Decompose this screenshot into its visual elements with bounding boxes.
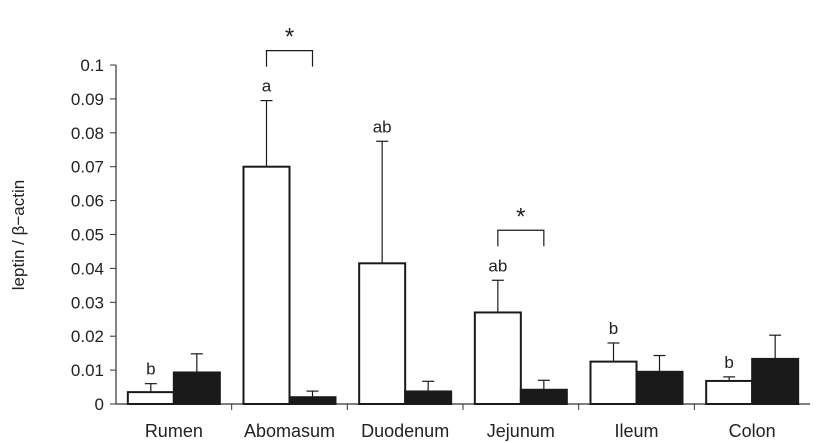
y-tick-label: 0.04 [71, 259, 104, 278]
bar-colon-s1 [705, 379, 754, 405]
bar-abomasum-s1 [242, 165, 291, 405]
x-tick-label: Abomasum [244, 421, 335, 441]
x-tick-label: Jejunum [487, 421, 555, 441]
significance-star: * [516, 203, 525, 230]
significance-letter: b [609, 319, 618, 338]
axes: 0 0.01 0.02 0.03 0.04 0.05 0.06 0.07 0.08 0.09 0.1 [71, 56, 810, 414]
bars-group [126, 99, 800, 406]
bar-abomasum-s2 [288, 396, 337, 406]
bar-rumen-s2 [172, 371, 221, 405]
y-axis-label: leptin / β−actin [9, 180, 28, 290]
significance-bracket [265, 49, 314, 67]
y-tick-label: 0.06 [71, 192, 104, 211]
significance-star: * [285, 24, 294, 51]
bar-jejunum-s1 [473, 311, 522, 405]
x-tick-label: Duodenum [361, 421, 449, 441]
bar-jejunum-s2 [519, 388, 568, 405]
x-tick-label: Ileum [614, 421, 658, 441]
bar-duodenum-s2 [404, 390, 453, 406]
labels-group: Rumen b Abomasum a Duodenum ab Jejunum ab Ileum b… [145, 24, 776, 441]
bar-duodenum-s1 [358, 262, 407, 405]
significance-bracket [497, 229, 545, 247]
y-tick-label: 0.01 [71, 361, 104, 380]
y-tick-label: 0.1 [80, 56, 104, 75]
significance-letter: b [146, 360, 155, 379]
x-tick-label: Colon [729, 421, 776, 441]
y-tick-label: 0.09 [71, 90, 104, 109]
y-tick-label: 0 [95, 395, 104, 414]
bar-rumen-s1 [126, 391, 175, 406]
x-tick-label: Rumen [145, 421, 203, 441]
bar-colon-s2 [751, 357, 800, 405]
y-tick-label: 0.07 [71, 158, 104, 177]
significance-letter: ab [373, 117, 392, 136]
significance-letter: a [262, 77, 272, 96]
bar-ileum-s2 [635, 370, 684, 406]
y-tick-label: 0.03 [71, 293, 104, 312]
bar-ileum-s1 [589, 360, 638, 405]
significance-letter: b [724, 353, 733, 372]
y-tick-label: 0.08 [71, 124, 104, 143]
y-tick-label: 0.02 [71, 327, 104, 346]
y-tick-label: 0.05 [71, 226, 104, 245]
significance-letter: ab [488, 256, 507, 275]
